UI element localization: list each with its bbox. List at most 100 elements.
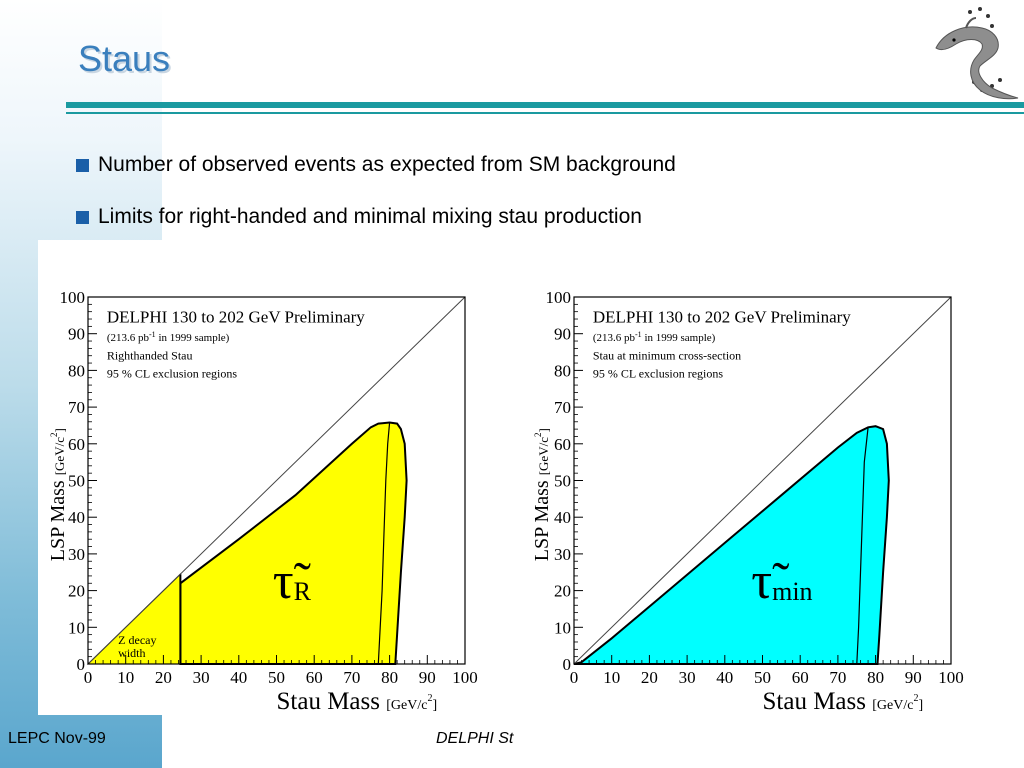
y-axis-unit-close: ] bbox=[52, 428, 67, 432]
x-tick-label: 0 bbox=[84, 668, 93, 687]
bullet-item: Limits for right-handed and minimal mixi… bbox=[76, 202, 676, 232]
y-tick-label: 20 bbox=[68, 582, 85, 601]
y-tick-label: 100 bbox=[60, 288, 86, 307]
x-tick-label: 20 bbox=[641, 668, 658, 687]
y-axis-unit: [GeV/c bbox=[536, 437, 551, 475]
x-tick-label: 30 bbox=[679, 668, 696, 687]
x-tick-label: 60 bbox=[306, 668, 323, 687]
y-tick-label: 50 bbox=[68, 472, 85, 491]
y-tick-label: 60 bbox=[554, 435, 571, 454]
x-axis-unit-close: ] bbox=[432, 698, 437, 713]
chart-title: DELPHI 130 to 202 GeV Preliminary bbox=[593, 308, 851, 327]
x-axis-label-text: Stau Mass bbox=[277, 688, 387, 715]
x-axis-label: Stau Mass [GeV/c2] bbox=[763, 688, 924, 715]
y-tick-label: 80 bbox=[554, 361, 571, 380]
subtitle-superscript: -1 bbox=[149, 330, 156, 339]
y-axis-label: LSP Mass [GeV/c2] bbox=[47, 428, 69, 561]
y-axis-unit-superscript: 2 bbox=[533, 433, 543, 438]
inner-boundary-line bbox=[856, 427, 869, 665]
subtitle-text: in 1999 sample) bbox=[642, 332, 716, 344]
bullet-text: Limits for right-handed and minimal mixi… bbox=[98, 205, 642, 228]
x-tick-label: 100 bbox=[938, 668, 964, 687]
dolphin-logo-icon bbox=[935, 7, 1019, 100]
y-axis-label-group: LSP Mass [GeV/c2] bbox=[531, 428, 553, 561]
x-tick-label: 10 bbox=[117, 668, 134, 687]
y-tick-label: 40 bbox=[554, 508, 571, 527]
y-tick-label: 40 bbox=[68, 508, 85, 527]
x-tick-label: 20 bbox=[155, 668, 172, 687]
y-tick-label: 90 bbox=[68, 325, 85, 344]
y-tick-label: 100 bbox=[546, 288, 572, 307]
y-axis-unit: [GeV/c bbox=[52, 437, 67, 475]
bullet-text: Number of observed events as expected fr… bbox=[98, 153, 676, 176]
footer-center: DELPHI St bbox=[436, 730, 514, 747]
y-tick-label: 60 bbox=[68, 435, 85, 454]
y-axis-label-text: LSP Mass bbox=[47, 475, 69, 561]
x-tick-label: 70 bbox=[343, 668, 360, 687]
y-axis-unit-close: ] bbox=[536, 428, 551, 432]
y-axis-label-group: LSP Mass [GeV/c2] bbox=[47, 428, 69, 561]
z-decay-label: width bbox=[118, 646, 145, 660]
y-tick-label: 10 bbox=[68, 618, 85, 637]
subtitle-text: (213.6 pb bbox=[593, 332, 636, 344]
chart-subtitle: (213.6 pb-1 in 1999 sample) bbox=[593, 330, 716, 344]
kinematic-diagonal-line bbox=[87, 296, 466, 665]
bullet-list: Number of observed events as expected fr… bbox=[76, 150, 676, 254]
x-axis-label: Stau Mass [GeV/c2] bbox=[277, 688, 438, 715]
x-axis-unit-superscript: 2 bbox=[913, 693, 918, 704]
title-rule-thin bbox=[66, 112, 1024, 114]
plots-panel: Z decay width 0 10 20 30 40 50 60 70 80 90 100 0 10 20 3… bbox=[38, 240, 1024, 715]
x-tick-label: 60 bbox=[792, 668, 809, 687]
y-tick-label: 70 bbox=[68, 398, 85, 417]
x-tick-label: 50 bbox=[754, 668, 771, 687]
region-label: τ̃min bbox=[751, 553, 812, 610]
x-axis-label-text: Stau Mass bbox=[763, 688, 873, 715]
square-bullet-icon bbox=[76, 158, 89, 172]
x-tick-label: 40 bbox=[716, 668, 733, 687]
y-tick-label: 20 bbox=[554, 582, 571, 601]
x-tick-label: 80 bbox=[381, 668, 398, 687]
x-tick-label: 100 bbox=[452, 668, 478, 687]
kinematic-diagonal-line bbox=[573, 296, 952, 665]
subtitle-text: (213.6 pb bbox=[107, 332, 150, 344]
y-axis-unit-superscript: 2 bbox=[49, 433, 59, 438]
chart-description-line: 95 % CL exclusion regions bbox=[107, 366, 238, 380]
x-tick-label: 90 bbox=[419, 668, 436, 687]
y-tick-label: 90 bbox=[554, 325, 571, 344]
subtitle-superscript: -1 bbox=[635, 330, 642, 339]
y-axis-label: LSP Mass [GeV/c2] bbox=[531, 428, 553, 561]
x-axis-unit-superscript: 2 bbox=[427, 693, 432, 704]
x-tick-label: 0 bbox=[570, 668, 579, 687]
chart-description-line: Righthanded Stau bbox=[107, 348, 193, 362]
chart-subtitle: (213.6 pb-1 in 1999 sample) bbox=[107, 330, 230, 344]
region-label-subscript: min bbox=[772, 577, 812, 606]
x-tick-label: 40 bbox=[230, 668, 247, 687]
x-tick-label: 70 bbox=[829, 668, 846, 687]
excluded-region bbox=[573, 425, 890, 665]
x-axis-unit-close: ] bbox=[918, 698, 923, 713]
chart-description-line: Stau at minimum cross-section bbox=[593, 348, 741, 362]
inner-boundary-line bbox=[377, 422, 391, 665]
y-tick-label: 0 bbox=[563, 655, 572, 674]
y-tick-label: 30 bbox=[554, 545, 571, 564]
x-tick-label: 30 bbox=[193, 668, 210, 687]
x-tick-label: 90 bbox=[905, 668, 922, 687]
x-tick-label: 80 bbox=[867, 668, 884, 687]
subtitle-text: in 1999 sample) bbox=[156, 332, 230, 344]
chart-title: DELPHI 130 to 202 GeV Preliminary bbox=[107, 308, 365, 327]
excluded-region bbox=[179, 421, 408, 665]
y-tick-label: 80 bbox=[68, 361, 85, 380]
footer-left: LEPC Nov-99 bbox=[8, 730, 106, 747]
square-bullet-icon bbox=[76, 210, 89, 224]
y-tick-label: 0 bbox=[77, 655, 86, 674]
chart-minimal-mixing-stau: 0 10 20 30 40 50 60 70 80 90 100 0 10 20 30 40 50 60 70 80 9… bbox=[531, 288, 964, 715]
y-tick-label: 30 bbox=[68, 545, 85, 564]
y-tick-label: 10 bbox=[554, 618, 571, 637]
x-axis-unit: [GeV/c bbox=[386, 698, 427, 713]
x-tick-label: 10 bbox=[603, 668, 620, 687]
slide-title: Staus bbox=[78, 38, 171, 79]
x-axis-unit: [GeV/c bbox=[872, 698, 913, 713]
bullet-item: Number of observed events as expected fr… bbox=[76, 150, 676, 180]
x-tick-label: 50 bbox=[268, 668, 285, 687]
